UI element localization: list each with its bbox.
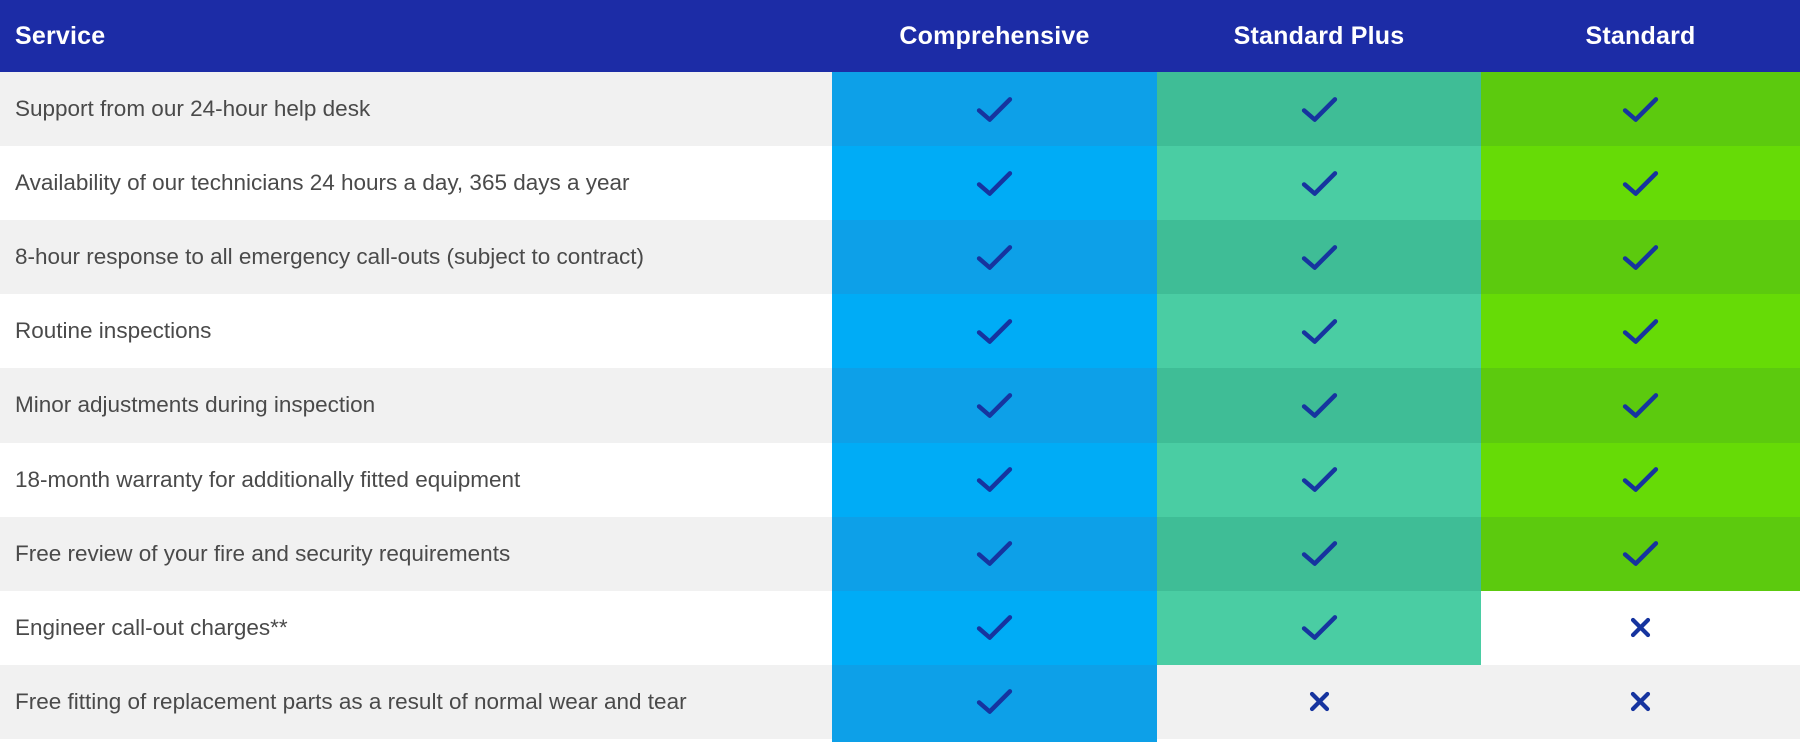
check-icon	[1301, 319, 1337, 344]
check-icon	[976, 170, 1013, 196]
check-icon	[1622, 170, 1659, 196]
standard-plus-cell	[1157, 590, 1481, 665]
comprehensive-cell	[832, 590, 1157, 665]
standard-cell	[1481, 442, 1800, 517]
standard-plus-cell	[1157, 368, 1481, 443]
standard-plus-cell	[1157, 442, 1481, 517]
check-icon	[976, 689, 1013, 715]
standard-plus-cell	[1157, 72, 1481, 147]
table-row: Minor adjustments during inspection	[0, 368, 1800, 443]
service-cell: 8-hour response to all emergency call-ou…	[0, 220, 832, 295]
service-cell: Engineer call-out charges**	[0, 590, 832, 665]
table-row: 8-hour response to all emergency call-ou…	[0, 220, 1800, 295]
check-icon	[1622, 467, 1659, 492]
check-icon	[1622, 96, 1659, 122]
comprehensive-cell	[832, 442, 1157, 517]
check-icon	[1622, 393, 1659, 418]
comprehensive-cell	[832, 146, 1157, 221]
table-row: Availability of our technicians 24 hours…	[0, 146, 1800, 221]
check-icon	[976, 541, 1013, 567]
column-header-standard: Standard	[1585, 21, 1696, 50]
check-icon	[976, 244, 1013, 270]
standard-cell	[1481, 368, 1800, 443]
service-cell: Routine inspections	[0, 294, 832, 369]
check-icon	[1301, 170, 1337, 196]
standard-cell	[1481, 590, 1800, 665]
standard-plus-cell	[1157, 146, 1481, 221]
comprehensive-cell	[832, 220, 1157, 295]
standard-plus-cell	[1157, 664, 1481, 739]
standard-plus-cell	[1157, 220, 1481, 295]
standard-cell	[1481, 72, 1800, 147]
cross-icon	[1630, 618, 1651, 638]
standard-cell	[1481, 664, 1800, 739]
check-icon	[1622, 319, 1659, 344]
table-row: Engineer call-out charges**	[0, 590, 1800, 665]
standard-cell	[1481, 294, 1800, 369]
table-body: Support from our 24-hour help desk Avail…	[0, 72, 1800, 739]
check-icon	[1301, 393, 1337, 418]
standard-cell	[1481, 146, 1800, 221]
comprehensive-cell	[832, 294, 1157, 369]
check-icon	[976, 319, 1013, 344]
check-icon	[976, 615, 1013, 641]
check-icon	[1301, 244, 1337, 270]
standard-plus-cell	[1157, 516, 1481, 591]
standard-cell	[1481, 220, 1800, 295]
service-cell: 18-month warranty for additionally fitte…	[0, 442, 832, 517]
table-row: Support from our 24-hour help desk	[0, 72, 1800, 147]
check-icon	[976, 96, 1013, 122]
cross-icon	[1630, 692, 1651, 712]
check-icon	[1301, 615, 1337, 641]
standard-cell	[1481, 516, 1800, 591]
column-header-comprehensive: Comprehensive	[899, 21, 1090, 50]
column-header-service: Service	[15, 21, 106, 50]
standard-plus-cell	[1157, 294, 1481, 369]
comprehensive-cell	[832, 664, 1157, 739]
service-cell: Availability of our technicians 24 hours…	[0, 146, 832, 221]
comprehensive-cell	[832, 72, 1157, 147]
cross-icon	[1309, 692, 1329, 712]
table-row: Routine inspections	[0, 294, 1800, 369]
service-cell: Free fitting of replacement parts as a r…	[0, 664, 832, 739]
comprehensive-column-extension	[832, 739, 1157, 742]
check-icon	[1301, 541, 1337, 567]
check-icon	[1301, 96, 1337, 122]
table-row: 18-month warranty for additionally fitte…	[0, 442, 1800, 517]
comprehensive-cell	[832, 368, 1157, 443]
table-row: Free fitting of replacement parts as a r…	[0, 664, 1800, 739]
service-cell: Free review of your fire and security re…	[0, 516, 832, 591]
check-icon	[976, 467, 1013, 492]
check-icon	[1301, 467, 1337, 492]
check-icon	[1622, 541, 1659, 567]
service-cell: Support from our 24-hour help desk	[0, 72, 832, 147]
check-icon	[976, 393, 1013, 418]
table-header: Service Comprehensive Standard Plus Stan…	[0, 0, 1800, 72]
check-icon	[1622, 244, 1659, 270]
comprehensive-cell	[832, 516, 1157, 591]
column-header-standard-plus: Standard Plus	[1233, 21, 1405, 50]
table-row: Free review of your fire and security re…	[0, 516, 1800, 591]
service-cell: Minor adjustments during inspection	[0, 368, 832, 443]
